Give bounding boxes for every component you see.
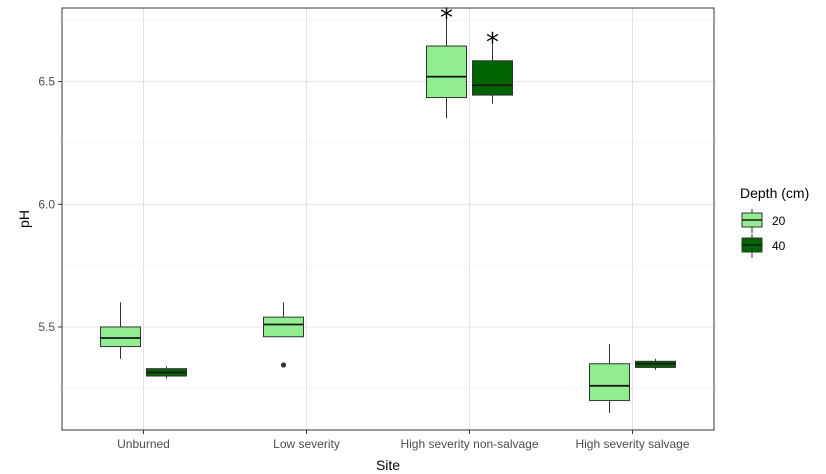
box-iqr (100, 326, 141, 348)
legend-item-40: 40 (741, 234, 786, 258)
box-iqr (472, 60, 513, 96)
x-tick-label: Unburned (117, 437, 170, 451)
x-tick-label: Low severity (273, 437, 340, 451)
major-gridlines-x (143, 8, 633, 430)
significance-asterisk: * (440, 3, 453, 33)
y-tick-label: 6.5 (38, 75, 55, 89)
legend-label: 40 (772, 239, 786, 253)
legend-item-20: 20 (741, 209, 786, 233)
box-iqr (589, 363, 630, 402)
box-high-severity-non-salvage-20 (426, 12, 467, 119)
plot-panel-border (61, 7, 715, 431)
y-tick-label: 5.5 (38, 320, 55, 334)
box-high-severity-salvage-40 (635, 358, 676, 370)
box-iqr (426, 45, 467, 99)
box-high-severity-salvage-20 (589, 344, 630, 413)
box-unburned-20 (100, 302, 141, 359)
box-low-severity-20 (263, 302, 304, 368)
legend-label: 20 (772, 214, 786, 228)
significance-asterisk: * (486, 28, 499, 58)
y-axis: 5.5 6.0 6.5 (38, 75, 62, 334)
legend-title: Depth (cm) (740, 185, 809, 201)
major-gridlines-y (62, 81, 714, 328)
x-tick-label: High severity non-salvage (400, 437, 538, 451)
x-axis: Unburned Low severity High severity non-sa… (117, 430, 690, 451)
boxes-group (100, 12, 676, 413)
box-unburned-40 (146, 366, 187, 379)
box-high-severity-non-salvage-40 (472, 39, 513, 104)
y-tick-label: 6.0 (38, 197, 55, 211)
x-axis-title: Site (376, 457, 400, 473)
y-axis-title: pH (16, 210, 32, 228)
x-tick-label: High severity salvage (575, 437, 689, 451)
outlier-point (280, 362, 287, 368)
box-iqr (263, 316, 304, 338)
annotations-group: ** (440, 3, 499, 58)
